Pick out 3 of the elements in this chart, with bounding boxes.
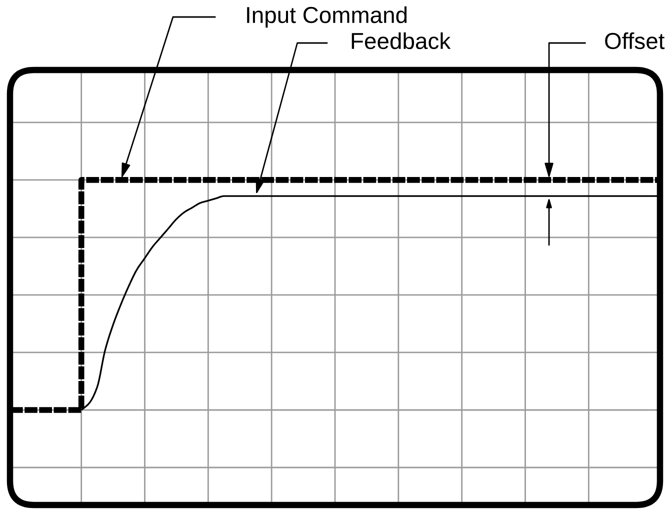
text: Offset	[605, 32, 665, 50]
text: Feedback	[352, 32, 451, 50]
text: Input Command	[247, 6, 407, 28]
